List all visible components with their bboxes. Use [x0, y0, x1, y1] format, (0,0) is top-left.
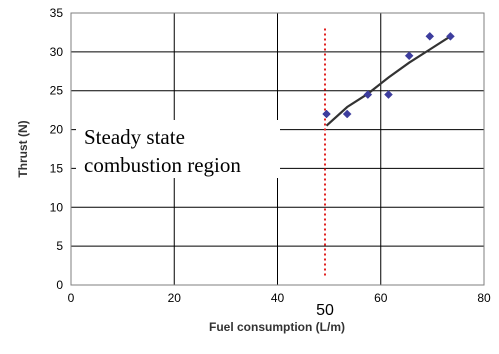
trendline-group	[325, 35, 451, 127]
data-point	[342, 109, 352, 119]
y-tick-label: 30	[50, 45, 64, 59]
x-axis-title: Fuel consumption (L/m)	[209, 320, 345, 334]
annotation-line-1: Steady state	[84, 125, 185, 149]
x-tick-label: 0	[68, 291, 75, 305]
data-points	[322, 31, 455, 119]
x-tick-label: 60	[374, 291, 388, 305]
x-tick-label: 20	[168, 291, 182, 305]
data-point	[363, 90, 373, 99]
y-tick-label: 20	[50, 123, 64, 137]
x-tick-label: 40	[271, 291, 285, 305]
data-point	[322, 109, 331, 119]
y-tick-label: 0	[56, 278, 63, 292]
data-point	[425, 31, 435, 41]
plot-border	[70, 12, 485, 286]
data-point	[404, 51, 414, 61]
y-axis-title: Thrust (N)	[16, 120, 30, 177]
y-tick-label: 15	[50, 161, 64, 175]
annotation-background	[76, 120, 280, 178]
y-tick-label: 35	[50, 6, 64, 20]
reference-line-label: 50	[316, 302, 334, 319]
x-tick-label: 80	[477, 291, 491, 305]
data-point	[446, 31, 455, 41]
annotation-line-2: combustion region	[84, 153, 241, 177]
y-tick-label: 10	[50, 200, 64, 214]
y-tick-label: 25	[50, 84, 64, 98]
trendline	[325, 35, 451, 127]
tick-labels: 0 5 10 15 20 25 30 35 0 20 40 60 80	[50, 6, 491, 305]
y-tick-label: 5	[56, 239, 63, 253]
data-point	[384, 90, 393, 99]
